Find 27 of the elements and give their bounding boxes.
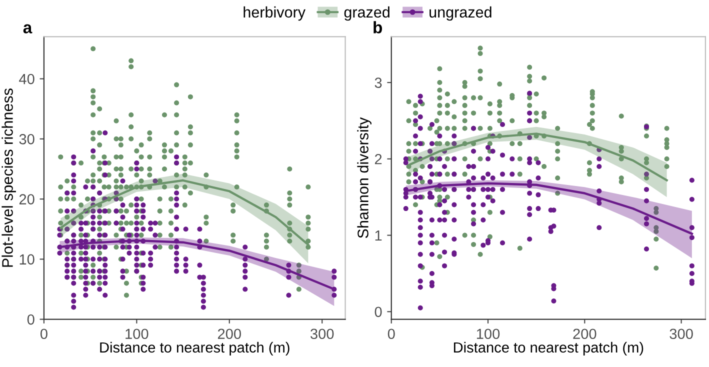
x-tick-label: 100 (126, 328, 148, 340)
y-tick-label: 3 (374, 78, 382, 88)
y-tick-label: 10 (20, 254, 34, 265)
chart-title: b (374, 21, 382, 34)
y-axis-title: Plot-level species richness (2, 88, 16, 267)
x-axis-title: Distance to nearest patch (m) (454, 342, 644, 356)
x-axis-title: Distance to nearest patch (m) (100, 342, 290, 356)
y-axis-title: Shannon diversity (357, 117, 372, 238)
y-tick-label: 0 (374, 306, 382, 318)
y-tick-label: 1 (375, 230, 382, 241)
chart-title: a (23, 24, 32, 34)
y-tick-label: 30 (19, 134, 34, 144)
line-series (58, 239, 336, 290)
x-tick-label: 0 (40, 328, 48, 340)
x-tick-label: 100 (476, 328, 500, 340)
x-tick-label: 300 (670, 328, 693, 340)
x-tick-label: 300 (310, 328, 334, 340)
y-tick-label: 2 (374, 154, 382, 164)
y-tick-label: 0 (27, 314, 34, 325)
x-tick-label: 200 (218, 328, 241, 340)
legend-label: ungrazed (430, 6, 492, 21)
y-tick-label: 20 (19, 194, 34, 204)
legend-title: herbivory (244, 6, 306, 21)
x-tick-label: 200 (573, 328, 596, 340)
y-tick-label: 40 (19, 74, 34, 84)
x-tick-label: 0 (388, 328, 395, 340)
legend-label: grazed (344, 6, 390, 21)
